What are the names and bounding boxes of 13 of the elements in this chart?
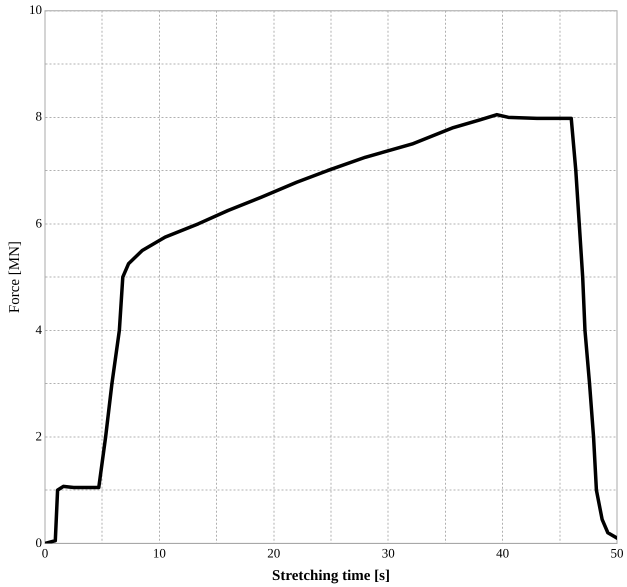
x-tick-label: 20 xyxy=(267,546,280,561)
x-tick-label: 50 xyxy=(610,546,624,561)
x-tick-label: 10 xyxy=(152,546,166,561)
x-tick-label: 30 xyxy=(382,546,395,561)
y-tick-label: 8 xyxy=(36,108,42,124)
y-axis-title: Force [MN] xyxy=(6,241,23,314)
y-tick-label: 4 xyxy=(36,322,42,337)
y-tick-label: 6 xyxy=(36,215,42,230)
x-axis-title: Stretching time [s] xyxy=(272,568,390,584)
x-tick-label: 40 xyxy=(496,546,510,561)
y-tick-label: 0 xyxy=(36,534,42,550)
y-tick-label: 2 xyxy=(36,428,42,444)
y-tick-label: 10 xyxy=(29,2,42,18)
